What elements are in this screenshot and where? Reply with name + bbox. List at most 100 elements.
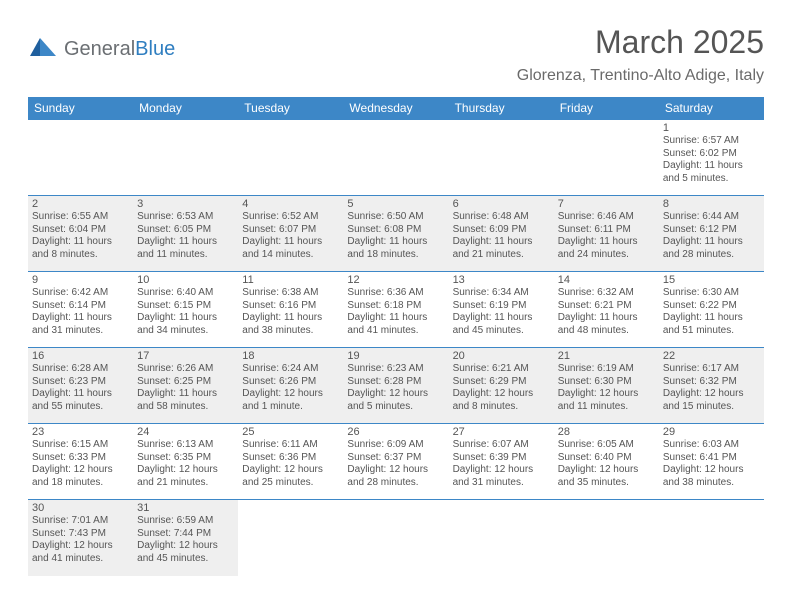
daylight-line: Daylight: 12 hours and 41 minutes.	[32, 540, 113, 564]
calendar-cell: 28Sunrise: 6:05 AMSunset: 6:40 PMDayligh…	[554, 424, 659, 500]
day-number: 26	[347, 426, 444, 438]
calendar-cell	[133, 120, 238, 196]
calendar-cell: 8Sunrise: 6:44 AM Sunset: 6:12 PMDaylight…	[659, 196, 764, 272]
daylight-line: Daylight: 12 hours and 35 minutes.	[558, 464, 639, 488]
day-header: Saturday	[659, 97, 764, 120]
daylight-line: Daylight: 12 hours and 31 minutes.	[453, 464, 534, 488]
sunset-line: Sunset: 6:04 PM	[32, 224, 106, 235]
day-info: Sunrise: 6:30 AMSunset: 6:22 PMDaylight:…	[663, 287, 760, 337]
calendar-cell: 3Sunrise: 6:53 AMSunset: 6:05 PMDaylight…	[133, 196, 238, 272]
day-number: 5	[347, 198, 444, 210]
logo-text-2: Blue	[135, 38, 175, 60]
page-title: March 2025	[517, 24, 764, 61]
sunset-line: Sunset: 6:32 PM	[663, 376, 737, 387]
daylight-line: Daylight: 11 hours and 51 minutes.	[663, 312, 743, 336]
day-number: 23	[32, 426, 129, 438]
calendar-cell	[238, 500, 343, 576]
sunrise-line: Sunrise: 6:52 AM	[242, 211, 318, 222]
day-number: 14	[558, 274, 655, 286]
calendar-cell: 19Sunrise: 6:23 AMSunset: 6:28 PMDayligh…	[343, 348, 448, 424]
sunset-line: Sunset: 6:07 PM	[242, 224, 316, 235]
calendar-row: 30Sunrise: 7:01 AM Sunset: 7:43 PMDayligh…	[28, 500, 764, 576]
logo: GeneralBlue	[28, 34, 175, 63]
sunset-line: Sunset: 6:12 PM	[663, 224, 737, 235]
day-info: Sunrise: 6:19 AMSunset: 6:30 PMDaylight:…	[558, 363, 655, 413]
daylight-line: Daylight: 11 hours and 14 minutes.	[242, 236, 322, 260]
sunset-line: Sunset: 6:36 PM	[242, 452, 316, 463]
day-info: Sunrise: 6:44 AM Sunset: 6:12 PMDaylight:…	[663, 211, 760, 261]
sunrise-line: Sunrise: 6:21 AM	[453, 363, 529, 374]
sunrise-line: Sunrise: 7:01 AM	[32, 515, 108, 526]
sunrise-line: Sunrise: 6:36 AM	[347, 287, 423, 298]
day-info: Sunrise: 6:59 AMSunset: 7:44 PMDaylight:…	[137, 515, 234, 565]
calendar-cell: 25Sunrise: 6:11 AMSunset: 6:36 PMDayligh…	[238, 424, 343, 500]
day-number: 22	[663, 350, 760, 362]
day-info: Sunrise: 6:03 AMSunset: 6:41 PMDaylight:…	[663, 439, 760, 489]
sunrise-line: Sunrise: 6:57 AM	[663, 135, 739, 146]
day-info: Sunrise: 6:53 AMSunset: 6:05 PMDaylight:…	[137, 211, 234, 261]
day-info: Sunrise: 6:48 AMSunset: 6:09 PMDaylight:…	[453, 211, 550, 261]
day-info: Sunrise: 6:46 AMSunset: 6:11 PMDaylight:…	[558, 211, 655, 261]
daylight-line: Daylight: 11 hours and 48 minutes.	[558, 312, 638, 336]
day-number: 20	[453, 350, 550, 362]
daylight-line: Daylight: 11 hours and 21 minutes.	[453, 236, 533, 260]
day-info: Sunrise: 6:21 AMSunset: 6:29 PMDaylight:…	[453, 363, 550, 413]
calendar-cell: 6Sunrise: 6:48 AMSunset: 6:09 PMDaylight…	[449, 196, 554, 272]
day-header: Sunday	[28, 97, 133, 120]
day-header: Thursday	[449, 97, 554, 120]
sunset-line: Sunset: 6:15 PM	[137, 300, 211, 311]
day-number: 17	[137, 350, 234, 362]
day-number: 30	[32, 502, 129, 514]
location: Glorenza, Trentino-Alto Adige, Italy	[517, 67, 764, 85]
daylight-line: Daylight: 11 hours and 11 minutes.	[137, 236, 217, 260]
sunset-line: Sunset: 6:29 PM	[453, 376, 527, 387]
calendar-cell	[554, 120, 659, 196]
day-number: 4	[242, 198, 339, 210]
calendar-cell: 11Sunrise: 6:38 AMSunset: 6:16 PMDayligh…	[238, 272, 343, 348]
daylight-line: Daylight: 12 hours and 5 minutes.	[347, 388, 428, 412]
daylight-line: Daylight: 12 hours and 11 minutes.	[558, 388, 639, 412]
calendar-cell: 9Sunrise: 6:42 AMSunset: 6:14 PMDaylight…	[28, 272, 133, 348]
sunset-line: Sunset: 6:37 PM	[347, 452, 421, 463]
calendar-cell: 23Sunrise: 6:15 AMSunset: 6:33 PMDayligh…	[28, 424, 133, 500]
daylight-line: Daylight: 11 hours and 55 minutes.	[32, 388, 112, 412]
sunset-line: Sunset: 7:43 PM	[32, 528, 106, 539]
day-info: Sunrise: 6:07 AMSunset: 6:39 PMDaylight:…	[453, 439, 550, 489]
day-info: Sunrise: 6:42 AMSunset: 6:14 PMDaylight:…	[32, 287, 129, 337]
calendar-cell: 26Sunrise: 6:09 AMSunset: 6:37 PMDayligh…	[343, 424, 448, 500]
day-info: Sunrise: 6:05 AMSunset: 6:40 PMDaylight:…	[558, 439, 655, 489]
daylight-line: Daylight: 11 hours and 28 minutes.	[663, 236, 743, 260]
sunset-line: Sunset: 6:40 PM	[558, 452, 632, 463]
calendar-cell: 30Sunrise: 7:01 AM Sunset: 7:43 PMDayligh…	[28, 500, 133, 576]
day-info: Sunrise: 6:09 AMSunset: 6:37 PMDaylight:…	[347, 439, 444, 489]
sunrise-line: Sunrise: 6:15 AM	[32, 439, 108, 450]
calendar-row: 16Sunrise: 6:28 AMSunset: 6:23 PMDayligh…	[28, 348, 764, 424]
sunset-line: Sunset: 6:25 PM	[137, 376, 211, 387]
calendar-cell: 18Sunrise: 6:24 AMSunset: 6:26 PMDayligh…	[238, 348, 343, 424]
sunrise-line: Sunrise: 6:24 AM	[242, 363, 318, 374]
day-number: 11	[242, 274, 339, 286]
daylight-line: Daylight: 12 hours and 1 minute.	[242, 388, 323, 412]
sunset-line: Sunset: 6:08 PM	[347, 224, 421, 235]
sunrise-line: Sunrise: 6:09 AM	[347, 439, 423, 450]
daylight-line: Daylight: 11 hours and 24 minutes.	[558, 236, 638, 260]
day-header: Wednesday	[343, 97, 448, 120]
calendar-cell	[28, 120, 133, 196]
day-info: Sunrise: 6:23 AMSunset: 6:28 PMDaylight:…	[347, 363, 444, 413]
day-info: Sunrise: 6:13 AMSunset: 6:35 PMDaylight:…	[137, 439, 234, 489]
sunset-line: Sunset: 6:41 PM	[663, 452, 737, 463]
sunset-line: Sunset: 6:21 PM	[558, 300, 632, 311]
daylight-line: Daylight: 11 hours and 38 minutes.	[242, 312, 322, 336]
calendar-cell: 29Sunrise: 6:03 AMSunset: 6:41 PMDayligh…	[659, 424, 764, 500]
day-number: 15	[663, 274, 760, 286]
day-number: 8	[663, 198, 760, 210]
day-info: Sunrise: 6:11 AMSunset: 6:36 PMDaylight:…	[242, 439, 339, 489]
sunrise-line: Sunrise: 6:44 AM	[663, 211, 739, 222]
daylight-line: Daylight: 11 hours and 5 minutes.	[663, 160, 743, 184]
day-number: 18	[242, 350, 339, 362]
sunset-line: Sunset: 6:16 PM	[242, 300, 316, 311]
calendar-cell	[238, 120, 343, 196]
sunrise-line: Sunrise: 6:46 AM	[558, 211, 634, 222]
sunset-line: Sunset: 6:19 PM	[453, 300, 527, 311]
daylight-line: Daylight: 12 hours and 15 minutes.	[663, 388, 744, 412]
